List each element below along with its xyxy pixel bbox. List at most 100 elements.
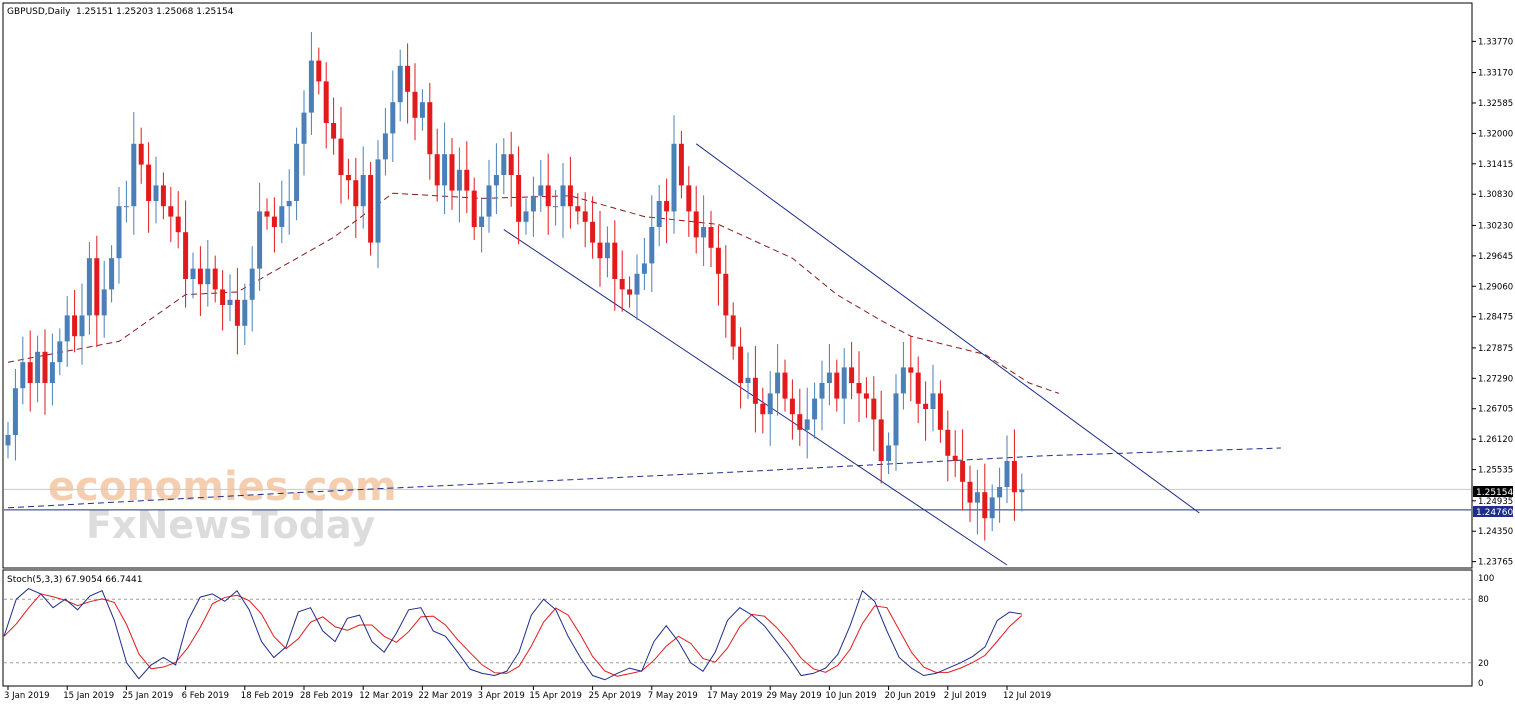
candle-body [160, 185, 166, 207]
price-tick-label: 1.23765 [1478, 558, 1513, 568]
price-tick-label: 1.30830 [1478, 190, 1513, 200]
indicator-panel-frame [2, 569, 1473, 687]
price-tick-label: 1.29645 [1478, 252, 1513, 262]
candle [841, 348, 847, 425]
candle [175, 191, 181, 249]
candle-body [20, 362, 26, 389]
candle-body [782, 372, 788, 399]
candle [767, 371, 773, 446]
price-tick-label: 1.27290 [1478, 374, 1513, 384]
candle-body [301, 112, 307, 144]
time-tick-label: 6 Feb 2019 [182, 691, 230, 701]
candle [952, 430, 958, 478]
price-tick-label: 1.28475 [1478, 313, 1513, 323]
candle [308, 32, 314, 135]
candle-body [279, 206, 285, 227]
candle [908, 335, 914, 402]
candle [116, 186, 122, 284]
candle [982, 463, 988, 541]
candle-body [94, 258, 100, 316]
candle-body [982, 492, 988, 519]
candle [493, 143, 499, 214]
candle [382, 107, 388, 176]
time-tick-label: 18 Feb 2019 [241, 691, 294, 701]
candle-body [72, 315, 78, 337]
candle [945, 410, 951, 482]
candle [234, 268, 240, 355]
candle-body [841, 367, 847, 399]
candle [989, 484, 995, 532]
candle [338, 106, 344, 204]
candle-body [442, 154, 448, 186]
candle [405, 43, 411, 124]
candle-body [242, 299, 248, 326]
candle [997, 467, 1003, 523]
candle [604, 226, 610, 278]
watermark-economies: economies.com [48, 464, 397, 510]
candle-body [508, 154, 514, 175]
candle [967, 465, 973, 522]
candle [131, 112, 137, 235]
candle [205, 240, 211, 307]
ma200-line [7, 447, 1281, 509]
candle-body [582, 211, 588, 222]
candle [937, 380, 943, 443]
candle [197, 246, 203, 316]
candle [567, 156, 573, 229]
candle-body [175, 216, 181, 233]
candle-body [738, 346, 744, 383]
candle-body [153, 185, 159, 201]
candle [760, 387, 766, 434]
time-tick-label: 12 Jul 2019 [1003, 691, 1051, 701]
candle [664, 178, 670, 244]
candle [553, 190, 559, 226]
candle [64, 296, 70, 367]
candle-body [797, 414, 803, 430]
candle-body [960, 461, 966, 482]
candle [789, 379, 795, 440]
candle-body [464, 169, 470, 191]
candle-body [405, 65, 411, 92]
candle [123, 180, 129, 223]
candle-body [345, 175, 351, 181]
candle-body [138, 143, 144, 165]
candle [819, 360, 825, 431]
candle [138, 127, 144, 184]
candle-body [57, 341, 63, 363]
candle [86, 242, 92, 335]
candle-body [42, 351, 48, 383]
candle-body [249, 268, 255, 300]
candle [412, 63, 418, 141]
candle-body [449, 154, 455, 191]
price-tick-label: 1.30230 [1478, 221, 1513, 231]
candle-body [664, 201, 670, 212]
candle [397, 49, 403, 122]
price-tick-label: 1.27875 [1478, 344, 1513, 354]
candle [649, 195, 655, 292]
time-tick-label: 2 Jul 2019 [944, 691, 987, 701]
time-tick-label: 10 Jun 2019 [825, 691, 876, 701]
price-tick-label: 1.33770 [1478, 37, 1513, 47]
candle [419, 89, 425, 131]
stoch-level-label: 0 [1478, 679, 1483, 689]
ma50-line [7, 192, 1059, 394]
symbol-label: GBPUSD,Daily [7, 7, 71, 17]
candle-body [271, 216, 277, 227]
candle-body [116, 206, 122, 259]
candle-body [308, 60, 314, 113]
candle-body [723, 273, 729, 316]
candle [612, 220, 618, 311]
candle [974, 469, 980, 535]
candle [57, 328, 63, 376]
candle [501, 138, 507, 195]
time-tick-label: 22 Mar 2019 [418, 691, 472, 701]
candle-body [79, 315, 85, 337]
candle-body [323, 81, 329, 123]
candle-body [819, 383, 825, 399]
price-tick-label: 1.29060 [1478, 282, 1513, 292]
candle-body [701, 227, 707, 238]
candle [212, 255, 218, 303]
candle [249, 246, 255, 332]
